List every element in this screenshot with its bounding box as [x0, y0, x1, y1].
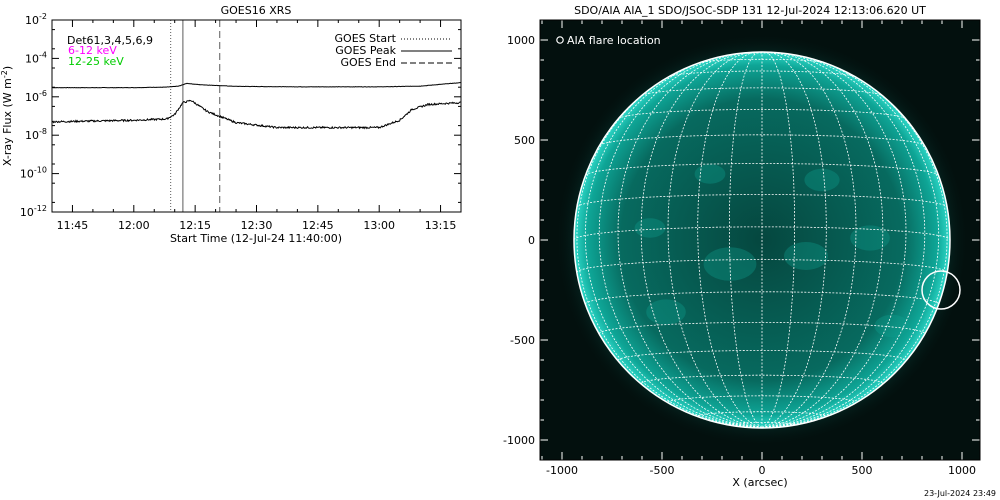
goes-series	[52, 82, 461, 130]
aia-plot-frame	[539, 19, 981, 461]
aia-x-tick-label: -1000	[546, 464, 578, 477]
goes-y-tick-label: 10-2	[25, 12, 47, 27]
active-region	[694, 164, 726, 184]
goes-x-tick-label: 12:45	[302, 219, 334, 232]
active-region	[646, 299, 686, 325]
goes-ticks: 11:45 12:00 12:15 12:30 12:45 13:00 13:15 10-12…	[20, 12, 462, 232]
aia-x-axis-label: X (arcsec)	[732, 476, 787, 489]
legend-goes-end: GOES End	[340, 56, 396, 69]
active-region	[784, 242, 828, 270]
longitude-line	[761, 64, 948, 428]
aia-y-tick-label: -1000	[503, 434, 535, 447]
longitude-line	[761, 55, 940, 428]
longitude-line	[761, 52, 795, 428]
longitude-line	[761, 52, 857, 428]
longitude-line	[598, 53, 763, 428]
band-12-25-label: 12-25 keV	[68, 55, 124, 68]
aia-x-tick-label: 500	[852, 464, 873, 477]
goes-y-tick-label: 10-10	[20, 166, 47, 181]
solar-limb	[573, 51, 951, 429]
longitude-line	[584, 55, 763, 428]
longitude-line	[761, 53, 926, 428]
aia-y-tick-label: 0	[528, 234, 535, 247]
band-6-12-label: 6-12 keV	[68, 44, 117, 57]
aia-title: SDO/AIA AIA_1 SDO/JSOC-SDP 131 12-Jul-20…	[574, 4, 926, 17]
aia-y-tick-label: 1000	[507, 34, 535, 47]
goes-series-line-2	[52, 99, 461, 130]
goes-vertical-lines	[170, 20, 221, 212]
goes-x-tick-label: 12:15	[179, 219, 211, 232]
footer-timestamp: 23-Jul-2024 23:49	[924, 489, 996, 498]
aia-ticks: -1000 -500 0 500 1000 -1000 -500 0 500 1000	[503, 20, 980, 477]
active-region	[850, 225, 890, 251]
aia-x-tick-label: 0	[759, 464, 766, 477]
goes-plot-frame	[51, 19, 462, 213]
goes-plot-title: GOES16 XRS	[221, 4, 292, 17]
goes-x-axis-label: Start Time (12-Jul-24 11:40:00)	[170, 232, 342, 245]
detector-label: Det61,3,4,5,6,9	[67, 34, 153, 47]
longitude-line	[617, 52, 763, 428]
longitude-line	[761, 52, 827, 428]
latitude-line	[618, 109, 906, 120]
aia-x-tick-label: -500	[650, 464, 675, 477]
goes-x-tick-label: 13:15	[425, 219, 457, 232]
longitude-line	[697, 52, 763, 428]
goes-y-tick-label: 10-4	[25, 50, 47, 65]
goes-x-tick-label: 11:45	[57, 219, 89, 232]
active-region	[804, 168, 840, 192]
longitude-line	[761, 52, 907, 428]
latitude-line	[599, 134, 925, 146]
flare-location-marker	[921, 270, 961, 310]
goes-x-tick-label: 12:00	[118, 219, 150, 232]
goes-y-axis-label: X-ray Flux (W m-2)	[0, 66, 14, 166]
active-region	[634, 218, 666, 238]
goes-x-tick-label: 13:00	[363, 219, 395, 232]
longitude-line	[729, 52, 763, 428]
aia-legend: AIA flare location	[556, 34, 661, 47]
longitude-line	[667, 52, 763, 428]
legend-goes-start: GOES Start	[335, 32, 397, 45]
longitude-line	[640, 52, 763, 428]
goes-legend: GOES Start GOES Peak GOES End	[335, 32, 452, 69]
goes-y-tick-label: 10-12	[20, 204, 47, 219]
goes-x-tick-label: 12:30	[241, 219, 273, 232]
sun-disk	[555, 33, 969, 447]
flare-location-legend-icon	[556, 36, 564, 44]
goes-y-tick-label: 10-8	[25, 127, 47, 142]
aia-y-tick-label: -500	[510, 334, 535, 347]
legend-goes-peak: GOES Peak	[335, 44, 396, 57]
aia-x-tick-label: 1000	[948, 464, 976, 477]
aia-image-panel: SDO/AIA AIA_1 SDO/JSOC-SDP 131 12-Jul-20…	[503, 4, 981, 489]
goes-xrs-plot: GOES16 XRS 11:45 12:00 12:15 12:30 12:45 13:0…	[0, 4, 462, 245]
longitude-line	[761, 52, 884, 428]
longitude-line	[576, 64, 763, 428]
aia-legend-label: AIA flare location	[567, 34, 661, 47]
goes-y-tick-label: 10-6	[25, 89, 47, 104]
latitude-line	[598, 322, 926, 334]
goes-series-line-1	[52, 82, 461, 89]
aia-y-tick-label: 500	[514, 134, 535, 147]
